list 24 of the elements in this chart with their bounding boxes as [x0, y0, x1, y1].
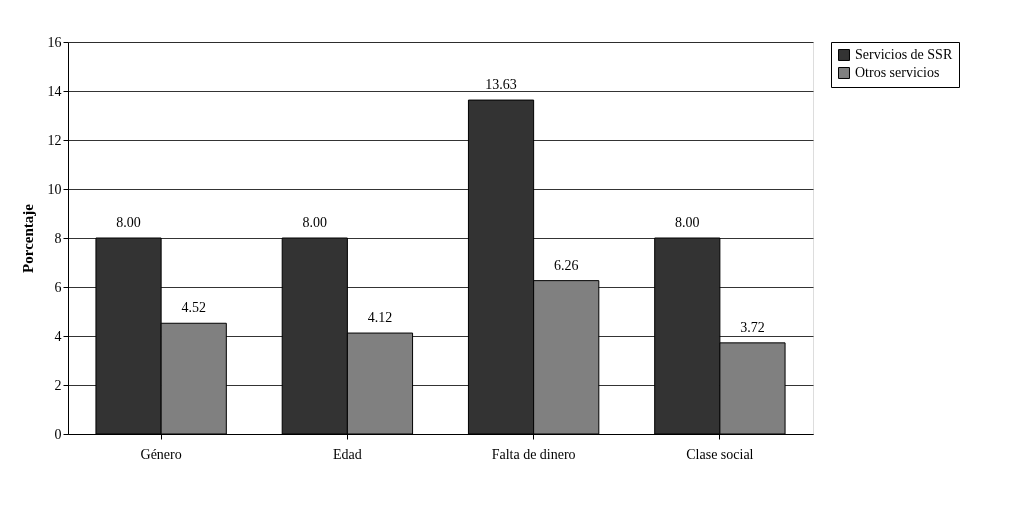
data-label: 6.26 [553, 257, 579, 273]
y-tick-label: 14 [47, 83, 62, 99]
data-label: 4.12 [367, 310, 393, 326]
legend-label: Servicios de SSR [855, 47, 953, 62]
x-tick-label: Clase social [686, 446, 754, 462]
data-label: 4.52 [181, 300, 206, 316]
y-axis-title: Porcentaje [19, 203, 36, 273]
y-tick-label: 8 [54, 230, 62, 246]
y-tick-label: 6 [54, 279, 62, 295]
data-label: 8.00 [302, 215, 328, 230]
legend-label: Otros servicios [855, 65, 940, 80]
x-tick-label: Género [140, 446, 182, 462]
data-label: 3.72 [740, 319, 765, 335]
y-tick-label: 12 [47, 132, 62, 148]
y-tick-label: 16 [47, 34, 62, 50]
y-tick-label: 0 [54, 426, 62, 442]
x-tick-label: Falta de dinero [491, 446, 576, 462]
y-tick-label: 10 [47, 181, 62, 197]
data-label: 8.00 [116, 215, 141, 230]
y-tick-label: 4 [54, 328, 62, 344]
data-label: 13.63 [485, 77, 517, 93]
data-label: 8.00 [675, 215, 700, 230]
x-tick-label: Edad [332, 446, 362, 462]
y-tick-label: 2 [54, 377, 62, 393]
